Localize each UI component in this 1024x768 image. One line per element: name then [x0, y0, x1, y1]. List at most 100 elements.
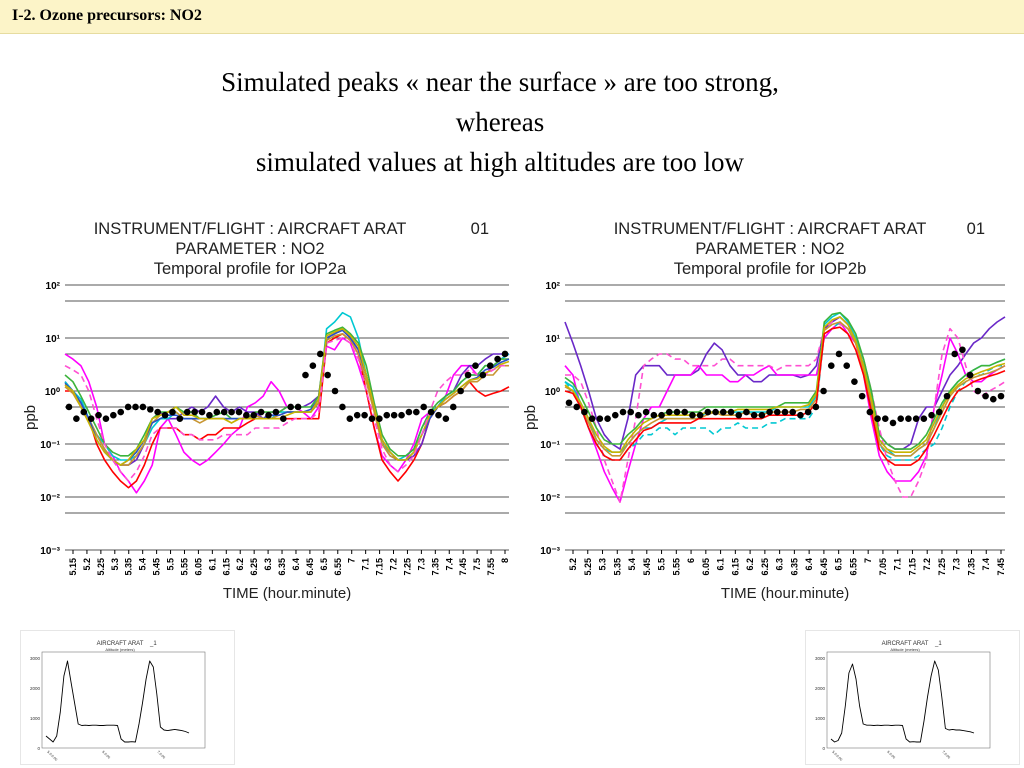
observation-point: [959, 346, 966, 354]
observation-point: [132, 403, 139, 411]
observation-point: [905, 415, 912, 423]
altitude-inset-left: AIRCRAFT ARAT _1 Altitude (meters) 3000 2000…: [20, 630, 235, 765]
observation-point: [581, 408, 588, 416]
y-tick-label: 10⁰: [45, 387, 60, 398]
inset-suffix: _1: [149, 641, 157, 647]
inset-plot-frame: [826, 651, 991, 749]
chart-title-line-2: PARAMETER : NO2: [175, 240, 324, 258]
observation-point: [368, 415, 376, 423]
observation-point: [420, 403, 428, 411]
x-tick-label: 5.55: [671, 558, 681, 576]
x-tick-label: 6.15: [730, 558, 740, 576]
observation-point: [405, 408, 413, 416]
observation-point: [565, 399, 573, 407]
x-tick-label: 5.2: [82, 558, 92, 571]
x-tick-label: 5.25: [583, 558, 593, 576]
altitude-inset-right-svg: AIRCRAFT ARAT _1 Altitude (meters) 3000 2000…: [805, 630, 1020, 765]
inset-x-tick-label: 6.0.00: [101, 750, 111, 760]
observation-point: [413, 408, 420, 416]
observation-point: [95, 411, 102, 419]
chart-iop2a: INSTRUMENT/FLIGHT : AIRCRAFT ARAT PARAMET…: [15, 210, 515, 605]
x-tick-label: 7: [347, 558, 357, 563]
inset-plot-frame: [41, 651, 206, 749]
chart-title-line-1: INSTRUMENT/FLIGHT : AIRCRAFT ARAT: [614, 220, 927, 238]
model-series-2-line: [65, 333, 510, 489]
model-series-9-line: [64, 337, 509, 482]
x-tick-label: 6.5: [834, 558, 844, 571]
observation-point: [897, 415, 905, 423]
model-series-7-line: [64, 329, 510, 466]
x-tick-label: 6.25: [760, 558, 770, 576]
x-tick-label: 6.2: [235, 558, 245, 571]
observation-point: [943, 392, 951, 400]
observation-point: [353, 411, 361, 419]
observation-point: [635, 411, 642, 419]
observation-point: [820, 387, 827, 395]
x-tick-label: 5.4: [627, 558, 637, 571]
y-tick-label: 10⁻³: [540, 546, 560, 557]
chart-title-line-1: INSTRUMENT/FLIGHT : AIRCRAFT ARAT: [94, 220, 407, 238]
inset-y-tick-label: 2000: [815, 686, 826, 691]
observation-point: [124, 403, 132, 411]
y-tick-label: 10⁻²: [40, 493, 60, 504]
observation-point: [835, 350, 843, 358]
observation-point: [797, 411, 804, 419]
observation-point: [866, 408, 874, 416]
x-tick-label: 7: [863, 558, 873, 563]
x-tick-label: 7.1: [361, 558, 371, 571]
x-tick-label: 6.4: [291, 558, 301, 571]
model-series-5-line: [64, 326, 509, 457]
y-tick-label: 10⁰: [545, 387, 560, 398]
observation-point: [851, 378, 858, 385]
model-series-4-line: [564, 321, 1005, 461]
x-tick-label: 7.1: [893, 558, 903, 571]
observation-point: [154, 408, 161, 416]
headline-line-3: simulated values at high altitudes are t…: [255, 147, 745, 177]
x-tick-label: 7.05: [878, 558, 888, 576]
observation-point: [243, 411, 250, 419]
x-tick-label: 7.35: [966, 558, 976, 576]
y-tick-label: 10²: [46, 281, 61, 292]
observation-point: [619, 408, 627, 416]
observation-point: [464, 371, 472, 379]
observation-point: [206, 411, 213, 419]
observation-point: [573, 403, 581, 411]
x-tick-label: 5.3: [110, 558, 120, 571]
observation-point: [889, 419, 897, 427]
observation-point: [169, 408, 176, 416]
observation-point: [324, 371, 331, 379]
x-tick-label: 6.35: [277, 558, 287, 576]
observation-point: [773, 408, 781, 416]
chart-title-line-2: PARAMETER : NO2: [695, 240, 844, 258]
inset-y-tick-label: 1000: [815, 716, 826, 721]
observation-point: [257, 408, 265, 416]
observation-point: [658, 411, 665, 419]
chart-iop2a-svg: INSTRUMENT/FLIGHT : AIRCRAFT ARAT PARAMET…: [22, 220, 510, 602]
x-tick-label: 5.15: [68, 558, 78, 576]
observation-point: [951, 350, 959, 358]
observation-point: [449, 403, 457, 411]
x-tick-label: 6.15: [221, 558, 231, 576]
observation-point: [997, 392, 1005, 400]
observation-point: [766, 408, 773, 416]
x-tick-label: 6: [686, 558, 696, 563]
x-tick-label: 7.15: [375, 558, 385, 576]
observation-point: [183, 408, 191, 416]
inset-y-tick-label: 3000: [30, 656, 41, 661]
x-tick-label: 5.2: [568, 558, 578, 571]
inset-subtitle: Altitude (meters): [890, 647, 920, 652]
observation-point: [146, 406, 154, 413]
observation-point: [719, 408, 727, 416]
observation-point: [486, 362, 494, 370]
observation-point: [665, 408, 673, 416]
x-tick-label: 7.25: [402, 558, 412, 576]
observation-point: [110, 411, 117, 419]
observation-point: [750, 411, 758, 419]
observation-point: [588, 415, 596, 423]
model-series-3-line: [64, 327, 509, 466]
x-tick-label: 6.05: [193, 558, 203, 576]
inset-y-tick-label: 2000: [30, 686, 41, 691]
x-tick-label: 7.45: [996, 558, 1006, 576]
x-tick-label: 5.25: [96, 558, 106, 576]
chart-title-line-3: Temporal profile for IOP2b: [674, 260, 867, 278]
